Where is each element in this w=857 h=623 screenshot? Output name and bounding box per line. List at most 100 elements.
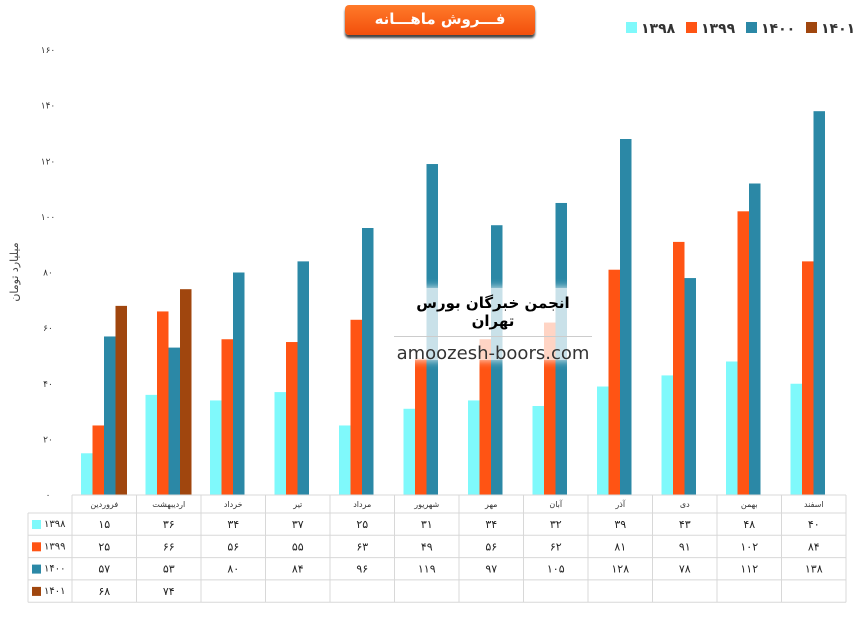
x-tick-label: تیر (292, 500, 302, 509)
bar-0-7 (532, 406, 544, 495)
bar-1-8 (608, 269, 620, 495)
table-cell: ۳۱ (421, 518, 433, 531)
bar-2-9 (684, 278, 696, 495)
table-cell: ۵۶ (485, 540, 497, 553)
table-cell: ۸۴ (808, 540, 820, 553)
y-tick-label: ۰ (46, 491, 51, 501)
table-cell: ۱۵ (98, 518, 110, 531)
bar-2-8 (620, 139, 632, 495)
legend-key-2 (746, 22, 757, 33)
x-tick-label: آذر (614, 499, 625, 509)
y-tick-label: ۱۴۰ (41, 102, 56, 112)
bar-2-6 (491, 225, 503, 495)
table-cell: ۸۱ (614, 540, 626, 553)
table-cell: ۲۵ (356, 518, 368, 531)
table-cell: ۶۸ (98, 585, 110, 598)
table-cell: ۴۸ (743, 518, 755, 531)
x-tick-label: شهریور (413, 500, 439, 509)
legend-label: ۱۴۰۰ (761, 21, 795, 37)
table-cell: ۷۸ (679, 563, 691, 576)
table-legend-key (32, 586, 41, 596)
bar-0-6 (468, 400, 480, 495)
bar-1-1 (157, 311, 169, 495)
bar-1-2 (221, 339, 233, 495)
table-cell: ۵۷ (98, 563, 110, 576)
x-tick-label: مرداد (353, 500, 371, 509)
table-cell: ۸۰ (227, 563, 239, 576)
table-legend-key (32, 564, 41, 574)
table-legend-key (32, 542, 41, 552)
table-series-label: ۱۳۹۹ (44, 541, 65, 552)
bar-0-4 (339, 425, 351, 495)
table-cell: ۱۱۹ (418, 563, 436, 576)
bar-2-11 (813, 111, 825, 495)
table-cell: ۱۰۲ (740, 540, 758, 553)
y-tick-label: ۴۰ (43, 380, 53, 390)
y-tick-label: ۸۰ (43, 269, 53, 279)
table-cell: ۳۴ (227, 518, 239, 531)
table-cell: ۵۵ (292, 540, 304, 553)
table-cell: ۶۳ (356, 540, 368, 553)
bar-2-2 (233, 272, 245, 495)
table-cell: ۱۲۸ (611, 563, 629, 576)
bar-0-3 (274, 392, 286, 495)
x-tick-label: اسفند (804, 500, 824, 509)
table-series-label: ۱۳۹۸ (44, 519, 66, 530)
bar-0-0 (81, 453, 93, 495)
table-series-label: ۱۴۰۱ (44, 586, 65, 597)
y-axis-label: میلیارد تومان (8, 242, 21, 301)
bar-2-1 (168, 347, 180, 495)
table-cell: ۳۲ (550, 518, 562, 531)
bar-2-0 (104, 336, 116, 495)
bar-1-3 (286, 342, 298, 495)
legend-label: ۱۳۹۹ (701, 21, 736, 37)
bar-0-8 (597, 386, 609, 495)
watermark-url: amoozesh-boors.com (396, 343, 590, 364)
bar-0-11 (790, 383, 802, 495)
x-tick-label: آبان (549, 499, 563, 509)
x-tick-label: فروردین (90, 500, 118, 509)
x-tick-label: دی (680, 500, 690, 509)
table-cell: ۶۲ (550, 540, 562, 553)
bar-0-9 (661, 375, 673, 495)
table-cell: ۳۷ (292, 518, 304, 531)
table-cell: ۴۹ (421, 540, 433, 553)
table-cell: ۵۳ (163, 563, 175, 576)
y-tick-label: ۱۰۰ (41, 213, 56, 223)
x-tick-label: بهمن (741, 500, 758, 509)
x-tick-label: اردیبهشت (152, 500, 185, 509)
table-cell: ۴۳ (679, 518, 691, 531)
table-cell: ۹۶ (356, 563, 368, 576)
table-cell: ۲۵ (98, 540, 110, 553)
chart-title: فـــروش ماهـــانه غمـــهرا (345, 5, 535, 56)
table-cell: ۸۴ (292, 563, 304, 576)
bar-1-7 (544, 322, 556, 495)
bar-1-9 (673, 241, 685, 495)
table-cell: ۴۰ (808, 518, 820, 531)
watermark-name: انجمن خبرگان بورس تهران (394, 288, 592, 337)
legend-key-0 (626, 22, 637, 33)
bar-0-1 (145, 394, 157, 495)
x-tick-label: خرداد (224, 500, 243, 509)
table-cell: ۱۰۵ (547, 563, 565, 576)
bar-2-3 (297, 261, 309, 495)
bar-1-0 (92, 425, 104, 495)
table-cell: ۱۱۲ (740, 563, 758, 576)
y-tick-label: ۲۰ (43, 435, 53, 445)
y-tick-label: ۶۰ (43, 324, 53, 334)
bar-1-10 (737, 211, 749, 495)
y-tick-label: ۱۶۰ (41, 46, 56, 56)
bar-0-5 (403, 408, 415, 495)
table-cell: ۳۴ (485, 518, 497, 531)
table-cell: ۹۷ (485, 563, 497, 576)
bar-1-4 (350, 319, 362, 495)
table-legend-key (32, 520, 41, 529)
legend-key-1 (686, 22, 697, 33)
bar-1-5 (415, 358, 427, 495)
x-tick-label: مهر (484, 500, 497, 509)
table-cell: ۵۶ (227, 540, 239, 553)
bar-3-0 (115, 305, 127, 495)
legend-label: ۱۳۹۸ (641, 21, 676, 37)
bar-1-11 (802, 261, 814, 495)
